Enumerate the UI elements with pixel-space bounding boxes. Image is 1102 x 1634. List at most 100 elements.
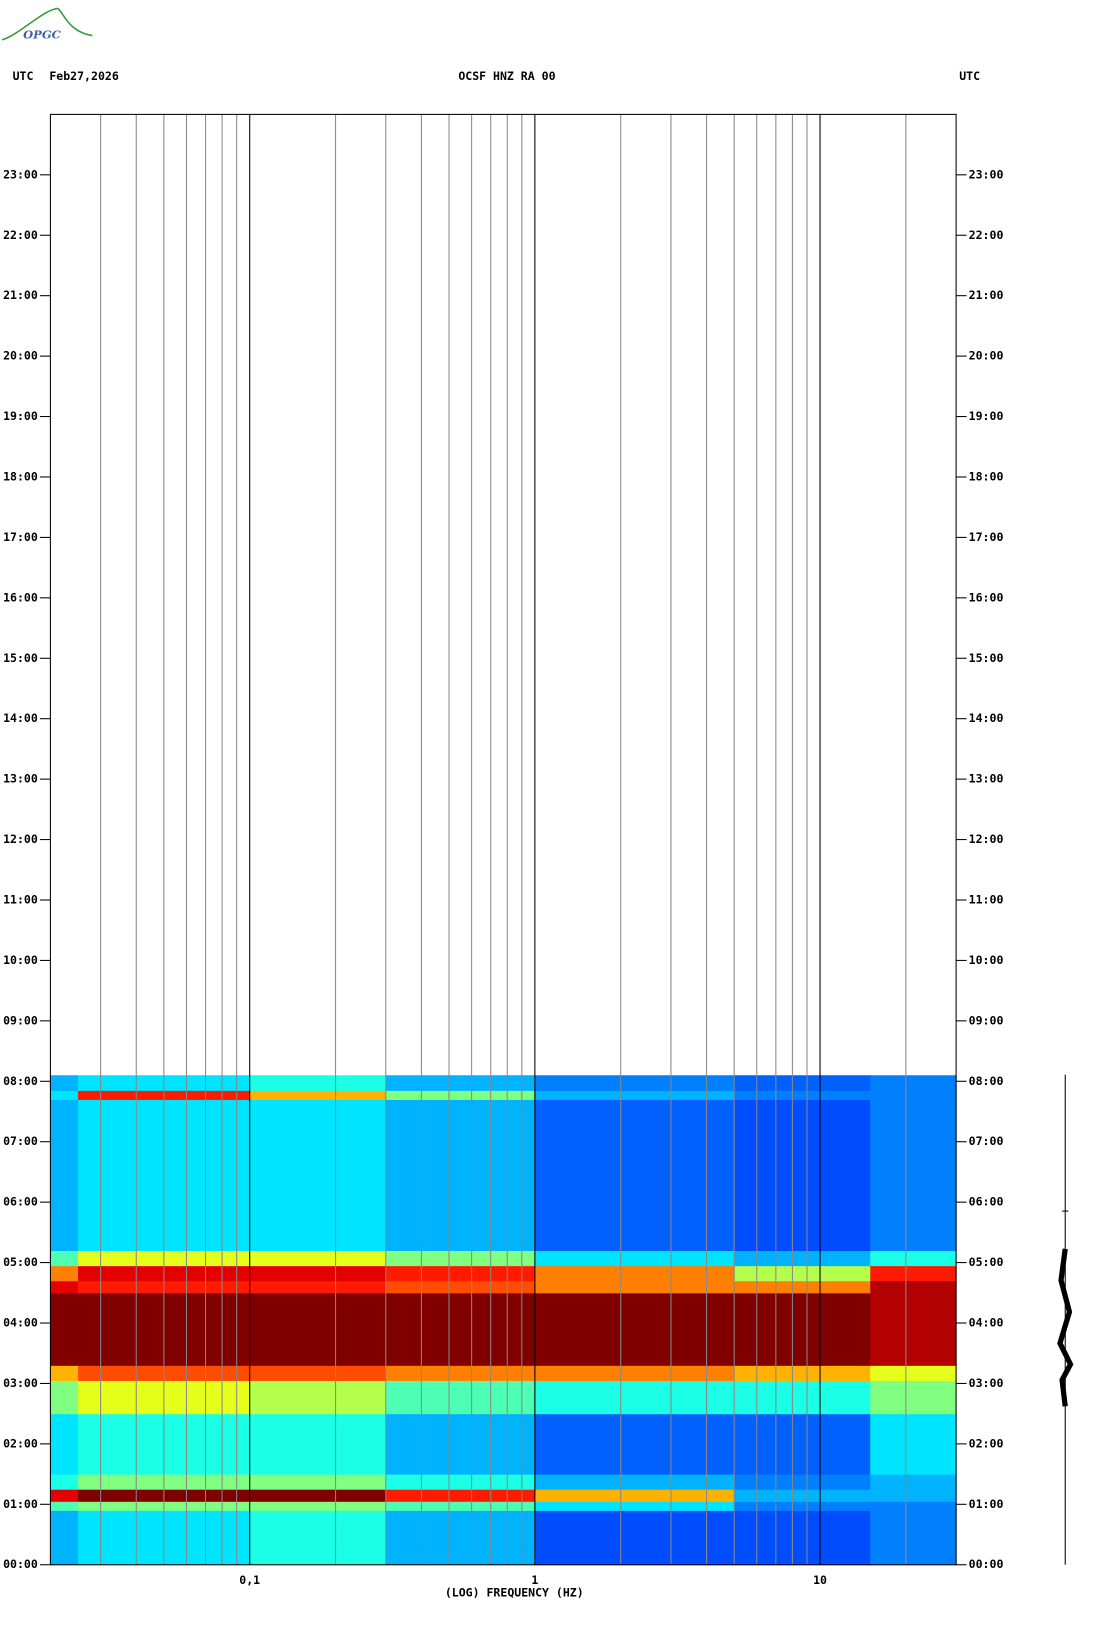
spectrogram-cell bbox=[249, 1501, 387, 1511]
spectrogram-cell bbox=[534, 1292, 735, 1366]
spectrogram-cell bbox=[249, 1075, 387, 1091]
spectrogram-cell bbox=[534, 1099, 735, 1252]
y-tick-label-right: 02:00 bbox=[969, 1436, 1004, 1450]
y-tick-label-right: 06:00 bbox=[969, 1195, 1004, 1209]
spectrogram-cell bbox=[249, 1292, 387, 1366]
spectrogram-cell bbox=[385, 1099, 536, 1252]
spectrogram-cell bbox=[50, 1099, 79, 1252]
spectrogram-cell bbox=[50, 1090, 79, 1100]
spectrogram-cell bbox=[734, 1365, 871, 1381]
x-axis-label: (LOG) FREQUENCY (HZ) bbox=[445, 1586, 584, 1600]
spectrogram-cell bbox=[249, 1265, 387, 1282]
logo: OPGC bbox=[23, 28, 62, 42]
spectrogram-cell bbox=[534, 1489, 735, 1502]
left-header: UTC bbox=[13, 69, 34, 83]
spectrogram-cell bbox=[249, 1099, 387, 1252]
spectrogram-cell bbox=[734, 1380, 871, 1415]
spectrogram-cell bbox=[870, 1489, 957, 1502]
y-tick-label-left: 10:00 bbox=[3, 953, 38, 967]
y-tick-label-left: 01:00 bbox=[3, 1497, 38, 1511]
spectrogram-cell bbox=[249, 1489, 387, 1502]
y-tick-label-right: 08:00 bbox=[969, 1074, 1004, 1088]
spectrogram-cell bbox=[50, 1413, 79, 1475]
x-tick-label: 10 bbox=[813, 1573, 827, 1587]
spectrogram-cell bbox=[734, 1099, 871, 1252]
spectrogram-cell bbox=[734, 1075, 871, 1091]
spectrogram-cell bbox=[870, 1501, 957, 1511]
spectrogram-cell bbox=[385, 1413, 536, 1475]
spectrogram-cell bbox=[385, 1365, 536, 1381]
y-tick-label-right: 12:00 bbox=[969, 832, 1004, 846]
spectrogram-cell bbox=[50, 1265, 79, 1282]
spectrogram-cell bbox=[734, 1250, 871, 1267]
spectrogram-cell bbox=[249, 1280, 387, 1294]
spectrogram-cell bbox=[734, 1265, 871, 1282]
y-tick-label-left: 14:00 bbox=[3, 711, 38, 725]
y-tick-label-right: 03:00 bbox=[969, 1376, 1004, 1390]
spectrogram-cell bbox=[249, 1380, 387, 1415]
y-tick-label-left: 16:00 bbox=[3, 590, 38, 604]
spectrogram-cell bbox=[50, 1280, 79, 1294]
spectrogram-cell bbox=[385, 1075, 536, 1091]
spectrogram-cell bbox=[385, 1265, 536, 1282]
y-tick-label-right: 19:00 bbox=[969, 409, 1004, 423]
spectrogram-cell bbox=[870, 1099, 957, 1252]
spectrogram-cell bbox=[50, 1501, 79, 1511]
spectrogram-cell bbox=[50, 1510, 79, 1566]
spectrogram-cell bbox=[734, 1489, 871, 1502]
y-tick-label-left: 11:00 bbox=[3, 892, 38, 906]
spectrogram-cell bbox=[870, 1090, 957, 1100]
y-tick-label-left: 21:00 bbox=[3, 288, 38, 302]
y-tick-label-right: 09:00 bbox=[969, 1013, 1004, 1027]
y-tick-label-right: 17:00 bbox=[969, 530, 1004, 544]
spectrogram-cell bbox=[385, 1090, 536, 1100]
y-tick-label-right: 22:00 bbox=[969, 228, 1004, 242]
y-tick-label-right: 01:00 bbox=[969, 1497, 1004, 1511]
y-tick-label-left: 08:00 bbox=[3, 1074, 38, 1088]
spectrogram-cell bbox=[734, 1292, 871, 1366]
spectrogram-cell bbox=[50, 1250, 79, 1267]
y-tick-label-right: 13:00 bbox=[969, 772, 1004, 786]
spectrogram-cell bbox=[534, 1380, 735, 1415]
spectrogram-cell bbox=[249, 1510, 387, 1566]
logo-swoosh bbox=[1, 7, 93, 41]
spectrogram-cell bbox=[50, 1474, 79, 1490]
right-header: UTC bbox=[959, 69, 980, 83]
spectrogram-cell bbox=[870, 1250, 957, 1267]
spectrogram-cell bbox=[870, 1474, 957, 1490]
spectrogram-cell bbox=[50, 1380, 79, 1415]
y-tick-label-left: 19:00 bbox=[3, 409, 38, 423]
spectrogram-cell bbox=[385, 1380, 536, 1415]
spectrogram-cell bbox=[534, 1075, 735, 1091]
x-tick-label: 0,1 bbox=[239, 1573, 260, 1587]
spectrogram-cell bbox=[734, 1413, 871, 1475]
y-tick-label-left: 00:00 bbox=[3, 1557, 38, 1571]
y-tick-label-right: 21:00 bbox=[969, 288, 1004, 302]
y-tick-label-left: 02:00 bbox=[3, 1436, 38, 1450]
spectrogram-cell bbox=[249, 1365, 387, 1381]
spectrogram-cell bbox=[870, 1413, 957, 1475]
y-tick-label-right: 00:00 bbox=[969, 1557, 1004, 1571]
y-tick-label-left: 09:00 bbox=[3, 1013, 38, 1027]
spectrogram-cell bbox=[385, 1280, 536, 1294]
spectrogram-cell bbox=[50, 1075, 79, 1091]
y-tick-label-left: 15:00 bbox=[3, 651, 38, 665]
y-tick-label-left: 04:00 bbox=[3, 1316, 38, 1330]
spectrogram-cell bbox=[534, 1501, 735, 1511]
spectrogram-cell bbox=[249, 1413, 387, 1475]
y-tick-label-left: 12:00 bbox=[3, 832, 38, 846]
spectrogram-cell bbox=[870, 1510, 957, 1566]
spectrogram-cell bbox=[50, 1489, 79, 1502]
spectrogram-cell bbox=[249, 1250, 387, 1267]
spectrogram-cell bbox=[734, 1501, 871, 1511]
spectrogram-cell bbox=[734, 1090, 871, 1100]
spectrogram-cell bbox=[870, 1075, 957, 1091]
spectrogram-cell bbox=[534, 1265, 735, 1282]
y-tick-label-left: 03:00 bbox=[3, 1376, 38, 1390]
y-tick-label-right: 07:00 bbox=[969, 1134, 1004, 1148]
y-tick-label-right: 20:00 bbox=[969, 349, 1004, 363]
x-tick-label: 1 bbox=[531, 1573, 538, 1587]
spectrogram-cell bbox=[734, 1510, 871, 1566]
y-tick-label-right: 11:00 bbox=[969, 892, 1004, 906]
